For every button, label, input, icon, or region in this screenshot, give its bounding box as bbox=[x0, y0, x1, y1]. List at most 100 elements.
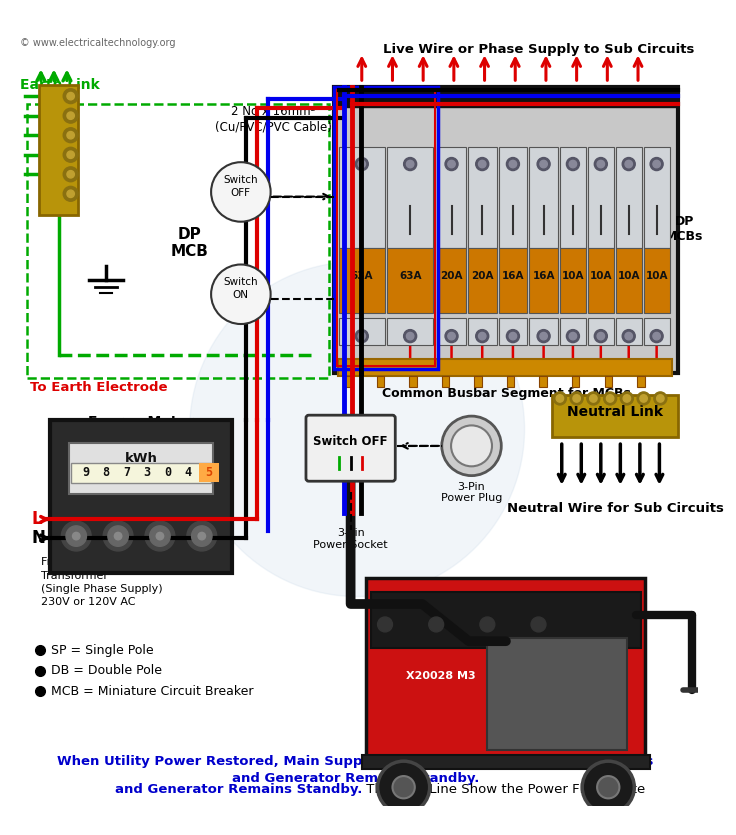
Circle shape bbox=[475, 330, 489, 342]
Bar bbox=[437, 317, 466, 346]
Circle shape bbox=[570, 392, 583, 405]
Bar bbox=[498, 248, 527, 313]
Text: 3-Pin
Power Socket: 3-Pin Power Socket bbox=[314, 528, 388, 549]
Bar bbox=[334, 87, 678, 108]
Text: To Earth Electrode: To Earth Electrode bbox=[29, 381, 167, 394]
Circle shape bbox=[403, 330, 417, 342]
Circle shape bbox=[556, 395, 564, 402]
Circle shape bbox=[475, 158, 489, 170]
Text: Energy Meter: Energy Meter bbox=[88, 415, 194, 429]
Circle shape bbox=[63, 147, 78, 162]
Circle shape bbox=[623, 395, 631, 402]
Circle shape bbox=[442, 416, 501, 476]
Bar bbox=[560, 248, 586, 313]
Circle shape bbox=[509, 332, 517, 340]
Circle shape bbox=[654, 392, 667, 405]
Circle shape bbox=[406, 332, 414, 340]
Bar bbox=[588, 317, 614, 346]
Circle shape bbox=[625, 332, 632, 340]
Bar bbox=[529, 317, 558, 346]
Circle shape bbox=[478, 160, 486, 168]
Bar bbox=[474, 376, 482, 387]
Circle shape bbox=[355, 330, 368, 342]
Bar bbox=[387, 147, 434, 248]
Bar bbox=[643, 317, 670, 346]
Circle shape bbox=[108, 526, 128, 546]
Bar bbox=[371, 592, 641, 648]
Bar bbox=[643, 147, 670, 248]
Circle shape bbox=[198, 533, 205, 539]
Bar bbox=[336, 89, 435, 366]
Text: Common Busbar Segment for MCBs: Common Busbar Segment for MCBs bbox=[381, 387, 630, 400]
Circle shape bbox=[451, 425, 492, 466]
Text: 4: 4 bbox=[184, 466, 191, 479]
Text: 63A: 63A bbox=[350, 271, 373, 281]
Circle shape bbox=[653, 160, 660, 168]
Text: 10A: 10A bbox=[590, 271, 612, 281]
Text: 10A: 10A bbox=[618, 271, 640, 281]
Circle shape bbox=[211, 162, 271, 222]
Text: X20028 M3: X20028 M3 bbox=[406, 671, 475, 681]
Text: Switch
ON: Switch ON bbox=[224, 277, 258, 300]
Bar bbox=[339, 317, 385, 346]
Circle shape bbox=[67, 151, 74, 159]
Bar bbox=[437, 147, 466, 248]
Circle shape bbox=[66, 526, 86, 546]
Bar bbox=[442, 376, 449, 387]
Bar bbox=[529, 147, 558, 248]
Text: 3: 3 bbox=[144, 466, 150, 479]
Bar bbox=[334, 87, 678, 373]
Circle shape bbox=[597, 160, 604, 168]
Bar bbox=[468, 248, 497, 313]
Text: 16A: 16A bbox=[532, 271, 555, 281]
Text: The Blue Line Show the Power Flow Route: The Blue Line Show the Power Flow Route bbox=[362, 782, 645, 796]
Text: MCB = Miniature Circuit Breaker: MCB = Miniature Circuit Breaker bbox=[51, 685, 254, 698]
Circle shape bbox=[622, 158, 635, 170]
Text: L: L bbox=[32, 510, 42, 529]
Text: When Utility Power Restored, Main Supply Provide Electricity to the Appliances
a: When Utility Power Restored, Main Supply… bbox=[57, 755, 654, 785]
Bar bbox=[344, 376, 352, 387]
Circle shape bbox=[597, 332, 604, 340]
Circle shape bbox=[478, 332, 486, 340]
Bar bbox=[539, 376, 547, 387]
Text: Neutral Link: Neutral Link bbox=[567, 405, 663, 419]
Text: kWh: kWh bbox=[124, 453, 158, 465]
Text: Switch
OFF: Switch OFF bbox=[224, 175, 258, 198]
Bar bbox=[468, 147, 497, 248]
Circle shape bbox=[378, 617, 392, 632]
Circle shape bbox=[429, 617, 444, 632]
Bar bbox=[553, 395, 678, 437]
Circle shape bbox=[597, 776, 620, 798]
Circle shape bbox=[156, 533, 163, 539]
Circle shape bbox=[540, 160, 548, 168]
Circle shape bbox=[73, 533, 80, 539]
Circle shape bbox=[604, 392, 617, 405]
Bar bbox=[367, 578, 645, 759]
Circle shape bbox=[149, 526, 170, 546]
Circle shape bbox=[145, 521, 175, 551]
Circle shape bbox=[650, 330, 663, 342]
Bar bbox=[334, 87, 438, 369]
Text: 2 No x 16mm²
(Cu/PVC/PVC Cable): 2 No x 16mm² (Cu/PVC/PVC Cable) bbox=[215, 105, 332, 134]
Circle shape bbox=[622, 330, 635, 342]
Circle shape bbox=[594, 330, 607, 342]
Text: 10A: 10A bbox=[562, 271, 584, 281]
Circle shape bbox=[378, 762, 430, 813]
Circle shape bbox=[594, 158, 607, 170]
Bar bbox=[487, 639, 627, 750]
Bar bbox=[71, 463, 211, 483]
Circle shape bbox=[553, 392, 567, 405]
Text: 20A: 20A bbox=[440, 271, 463, 281]
Circle shape bbox=[63, 89, 78, 104]
Circle shape bbox=[506, 330, 520, 342]
Bar bbox=[339, 147, 385, 248]
Circle shape bbox=[67, 131, 74, 139]
Circle shape bbox=[67, 112, 74, 119]
Bar bbox=[507, 376, 514, 387]
Bar bbox=[498, 147, 527, 248]
Circle shape bbox=[650, 158, 663, 170]
Circle shape bbox=[103, 521, 133, 551]
Circle shape bbox=[509, 160, 517, 168]
Circle shape bbox=[406, 160, 414, 168]
Bar bbox=[604, 376, 612, 387]
